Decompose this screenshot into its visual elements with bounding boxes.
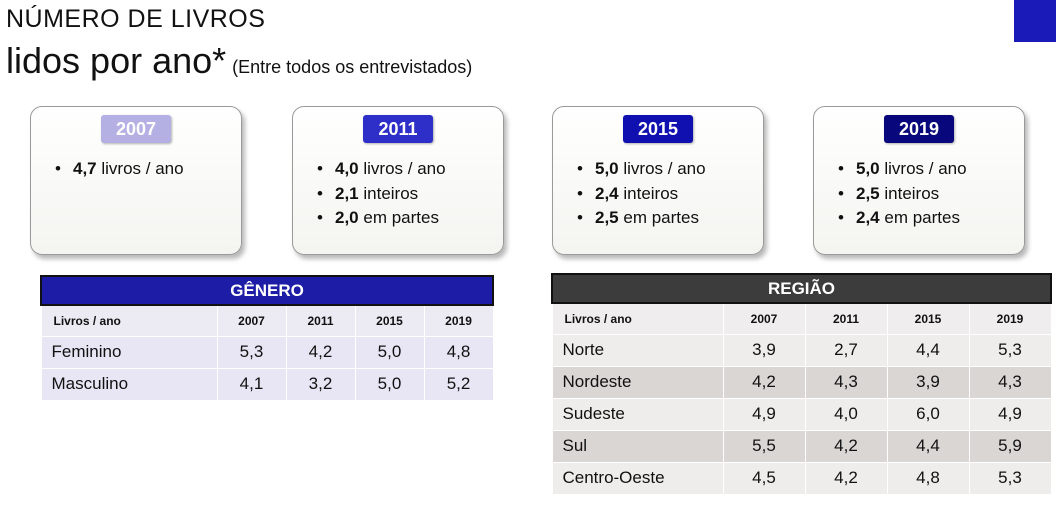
list-item: 5,0 livros / ano — [838, 157, 967, 182]
table-cell: 4,9 — [968, 397, 1052, 431]
title-main: lidos por ano* — [6, 40, 227, 81]
table-cell: 4,0 — [804, 397, 888, 431]
table-cell: 4,2 — [804, 429, 888, 463]
table-cell: 5,3 — [968, 461, 1052, 495]
table-cell: 4,1 — [216, 367, 287, 401]
column-header: 2007 — [722, 302, 806, 335]
column-header: Livros / ano — [551, 302, 724, 335]
table-cell: 4,3 — [968, 365, 1052, 399]
corner-decoration — [1014, 0, 1056, 42]
table-row: Masculino 4,1 3,2 5,0 5,2 — [40, 367, 494, 401]
table-cell: 5,9 — [968, 429, 1052, 463]
list-item: 4,7 livros / ano — [55, 157, 184, 182]
table-cell: 4,8 — [423, 335, 494, 369]
year-badge-2019: 2019 — [884, 115, 954, 143]
row-label: Sudeste — [551, 397, 724, 431]
list-item: 2,1 inteiros — [317, 182, 446, 207]
list-item: 2,0 em partes — [317, 206, 446, 231]
table-cell: 3,2 — [285, 367, 356, 401]
card-list-2019: 5,0 livros / ano 2,5 inteiros 2,4 em par… — [838, 157, 967, 231]
table-cell: 5,0 — [354, 335, 425, 369]
table-cell: 4,4 — [886, 429, 970, 463]
card-2011: 2011 4,0 livros / ano 2,1 inteiros 2,0 e… — [292, 106, 504, 255]
page-title: NÚMERO DE LIVROS — [6, 5, 266, 33]
gender-table: GÊNERO Livros / ano 2007 2011 2015 2019 … — [39, 275, 495, 401]
row-label: Nordeste — [551, 365, 724, 399]
column-header: 2007 — [216, 304, 287, 337]
table-cell: 5,3 — [968, 333, 1052, 367]
column-header: 2019 — [423, 304, 494, 337]
list-item: 2,5 inteiros — [838, 182, 967, 207]
table-cell: 4,2 — [722, 365, 806, 399]
table-cell: 3,9 — [886, 365, 970, 399]
row-label: Masculino — [40, 367, 218, 401]
column-header: 2015 — [354, 304, 425, 337]
card-list-2007: 4,7 livros / ano — [55, 157, 184, 182]
row-label: Sul — [551, 429, 724, 463]
row-label: Norte — [551, 333, 724, 367]
table-cell: 5,0 — [354, 367, 425, 401]
page-subtitle-heading: lidos por ano* (Entre todos os entrevista… — [6, 40, 472, 82]
region-table: REGIÃO Livros / ano 2007 2011 2015 2019 … — [551, 273, 1052, 495]
year-badge-2007: 2007 — [101, 115, 171, 143]
table-cell: 4,2 — [285, 335, 356, 369]
title-note: (Entre todos os entrevistados) — [232, 57, 473, 77]
list-item: 5,0 livros / ano — [577, 157, 706, 182]
card-list-2015: 5,0 livros / ano 2,4 inteiros 2,5 em par… — [577, 157, 706, 231]
table-cell: 5,3 — [216, 335, 287, 369]
row-label: Centro-Oeste — [551, 461, 724, 495]
column-header: 2015 — [886, 302, 970, 335]
column-header: 2019 — [968, 302, 1052, 335]
year-badge-2011: 2011 — [363, 115, 433, 143]
list-item: 2,4 inteiros — [577, 182, 706, 207]
table-cell: 5,5 — [722, 429, 806, 463]
table-row: Sul 5,5 4,2 4,4 5,9 — [551, 429, 1052, 463]
table-row: Centro-Oeste 4,5 4,2 4,8 5,3 — [551, 461, 1052, 495]
table-cell: 6,0 — [886, 397, 970, 431]
table-cell: 4,9 — [722, 397, 806, 431]
column-header: 2011 — [804, 302, 888, 335]
table-row: Nordeste 4,2 4,3 3,9 4,3 — [551, 365, 1052, 399]
table-cell: 2,7 — [804, 333, 888, 367]
card-list-2011: 4,0 livros / ano 2,1 inteiros 2,0 em par… — [317, 157, 446, 231]
card-2007: 2007 4,7 livros / ano — [30, 106, 242, 255]
list-item: 2,4 em partes — [838, 206, 967, 231]
list-item: 2,5 em partes — [577, 206, 706, 231]
table-cell: 4,5 — [722, 461, 806, 495]
table-cell: 4,8 — [886, 461, 970, 495]
list-item: 4,0 livros / ano — [317, 157, 446, 182]
table-cell: 5,2 — [423, 367, 494, 401]
column-header: Livros / ano — [40, 304, 218, 337]
table-cell: 4,3 — [804, 365, 888, 399]
column-header: 2011 — [285, 304, 356, 337]
table-cell: 3,9 — [722, 333, 806, 367]
table-row: Sudeste 4,9 4,0 6,0 4,9 — [551, 397, 1052, 431]
table-row: Norte 3,9 2,7 4,4 5,3 — [551, 333, 1052, 367]
region-table-title: REGIÃO — [551, 273, 1052, 304]
card-2015: 2015 5,0 livros / ano 2,4 inteiros 2,5 e… — [552, 106, 764, 255]
year-badge-2015: 2015 — [623, 115, 693, 143]
row-label: Feminino — [40, 335, 218, 369]
gender-table-title: GÊNERO — [39, 275, 495, 306]
table-cell: 4,2 — [804, 461, 888, 495]
card-2019: 2019 5,0 livros / ano 2,5 inteiros 2,4 e… — [813, 106, 1025, 255]
table-cell: 4,4 — [886, 333, 970, 367]
table-row: Feminino 5,3 4,2 5,0 4,8 — [40, 335, 494, 369]
